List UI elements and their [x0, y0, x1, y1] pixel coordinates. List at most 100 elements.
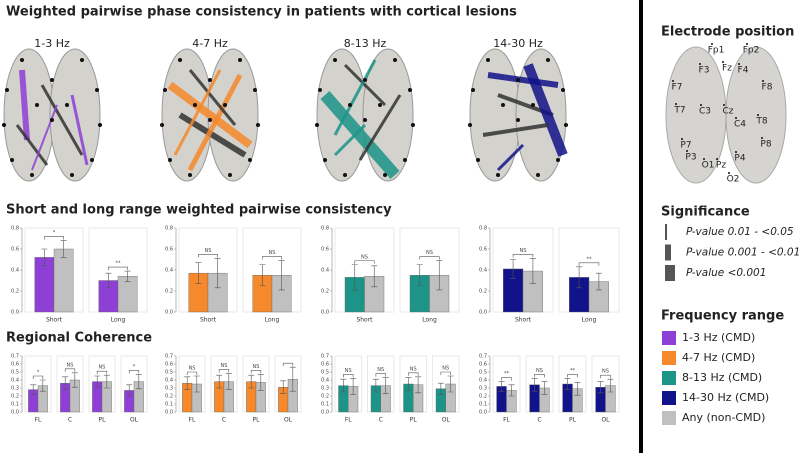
error-bar: [289, 366, 296, 392]
x-tick-label: FL: [35, 417, 42, 424]
y-tick-label: 0.7: [321, 354, 329, 360]
electrode: [700, 104, 702, 106]
electrode: [333, 58, 337, 62]
legend-title: Significance: [661, 205, 750, 220]
legend-label: 1-3 Hz (CMD): [682, 331, 755, 344]
significance-bracket: [44, 236, 64, 240]
connection: [333, 59, 377, 136]
y-tick-label: 0.6: [321, 247, 329, 253]
significance-label: NS: [377, 367, 384, 373]
electrode: [65, 103, 69, 107]
x-tick-label: FL: [503, 417, 510, 424]
significance-bracket: [578, 262, 600, 266]
y-tick-label: 0.2: [11, 394, 19, 400]
electrode: [403, 158, 407, 162]
x-tick-label: C: [537, 417, 541, 424]
electrode: [561, 88, 565, 92]
y-tick-label: 0.8: [479, 226, 487, 232]
electrode-label: C3: [699, 107, 711, 117]
error-bar: [135, 374, 142, 390]
connection: [358, 94, 402, 161]
error-bar: [541, 381, 548, 395]
legend-swatch: [662, 411, 676, 425]
electrode-label: F4: [738, 66, 749, 76]
band-label: 14-30 Hz: [493, 37, 543, 50]
x-tick-label: Short: [46, 317, 63, 324]
electrode-label: Fz: [722, 64, 732, 74]
y-tick-label: 0.6: [479, 247, 487, 253]
y-tick-label: 0.6: [11, 362, 19, 368]
electrode: [5, 88, 9, 92]
electrode: [703, 158, 705, 160]
x-tick-label: Long: [265, 317, 280, 324]
connection: [496, 143, 525, 172]
electrode: [256, 123, 260, 127]
error-bar: [574, 382, 581, 396]
electrode: [738, 63, 740, 65]
significance-bracket: [282, 362, 294, 367]
y-tick-label: 0.0: [11, 310, 19, 316]
significance-bracket: [534, 374, 545, 378]
electrode-label: Pz: [716, 161, 726, 171]
error-bar: [576, 266, 583, 289]
brain: [315, 48, 415, 182]
x-tick-label: OL: [442, 417, 451, 424]
legend-label: P-value <0.001: [686, 267, 766, 279]
significance-bracket: [375, 373, 386, 377]
error-bar: [216, 374, 223, 389]
error-bar: [340, 378, 347, 393]
electrode-label: P7: [680, 141, 691, 151]
significance-label: *: [133, 364, 136, 370]
y-tick-label: 0.4: [321, 378, 329, 384]
significance-bracket: [354, 260, 375, 264]
error-bar: [529, 258, 536, 284]
y-tick-label: 0.6: [321, 362, 329, 368]
electrode: [378, 103, 382, 107]
electrode: [50, 118, 54, 122]
error-bar: [193, 375, 200, 393]
electrode: [723, 104, 725, 106]
electrode-label: Fp1: [708, 46, 725, 56]
electrode: [735, 117, 737, 119]
significance-label: **: [116, 261, 122, 267]
y-tick-label: 0.2: [11, 289, 19, 295]
error-bar: [184, 376, 191, 390]
error-bar: [105, 272, 112, 289]
electrode: [238, 58, 242, 62]
error-bar: [214, 258, 221, 289]
electrode: [343, 173, 347, 177]
y-tick-label: 0.3: [11, 386, 19, 392]
x-tick-label: C: [222, 417, 226, 424]
electrode: [722, 61, 724, 63]
electrode: [193, 103, 197, 107]
significance-bracket: [96, 370, 108, 375]
electrode: [496, 173, 500, 177]
connection: [70, 94, 89, 166]
legend-swatch: [662, 391, 676, 405]
legend-label: P-value 0.001 - <0.01: [686, 247, 800, 259]
electrode: [20, 58, 24, 62]
electrode-label: F3: [699, 66, 710, 76]
electrode: [10, 158, 14, 162]
significance-bracket: [32, 375, 44, 379]
electrode: [486, 58, 490, 62]
y-tick-label: 0.3: [165, 386, 173, 392]
significance-label: NS: [442, 366, 449, 372]
y-tick-label: 0.4: [11, 378, 19, 384]
significance-label: NS: [67, 362, 74, 368]
y-tick-label: 0.5: [11, 370, 19, 376]
y-tick-label: 0.0: [321, 310, 329, 316]
significance-label: NS: [520, 248, 527, 254]
y-tick-label: 0.7: [11, 354, 19, 360]
error-bar: [437, 382, 444, 395]
y-tick-label: 0.7: [165, 354, 173, 360]
significance-label: **: [570, 368, 576, 374]
error-bar: [278, 260, 285, 291]
significance-bracket: [419, 256, 440, 260]
error-bar: [416, 264, 423, 287]
x-tick-label: OL: [601, 417, 610, 424]
x-tick-label: Long: [422, 317, 437, 324]
electrode: [716, 158, 718, 160]
connection: [320, 91, 400, 179]
brain: [160, 48, 260, 182]
